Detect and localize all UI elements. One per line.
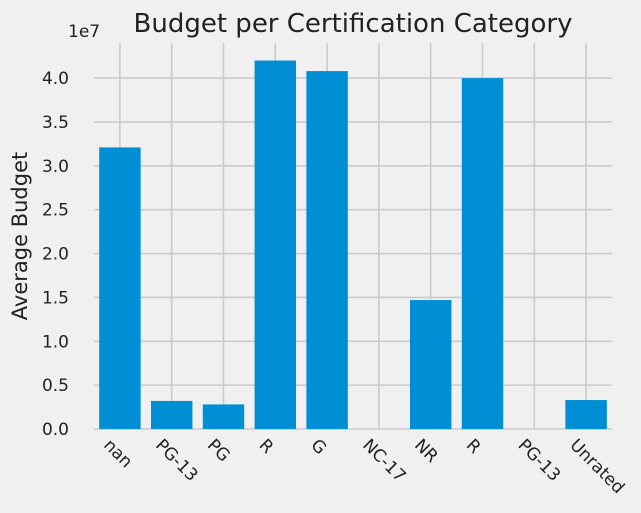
bar-1 xyxy=(150,400,193,429)
bar-0 xyxy=(99,147,141,430)
bars xyxy=(99,60,607,430)
y-tick-label: 3.5 xyxy=(42,113,69,133)
x-tick-label: PG-13 xyxy=(514,435,564,485)
bar-6 xyxy=(409,300,452,429)
y-tick-label: 1.0 xyxy=(42,332,69,352)
chart-title: Budget per Certification Category xyxy=(134,9,573,39)
y-tick-labels: 0.0 0.5 1.0 1.5 2.0 2.5 3.0 3.5 4.0 xyxy=(42,69,69,440)
y-axis-label: Average Budget xyxy=(8,152,32,320)
bar-2 xyxy=(202,404,245,429)
x-tick-label: PG xyxy=(203,435,234,466)
y-tick-label: 3.0 xyxy=(42,157,69,177)
y-tick-label: 0.5 xyxy=(42,376,69,396)
x-tick-label: nan xyxy=(99,435,136,472)
x-tick-label: PG-13 xyxy=(151,435,201,485)
y-tick-label: 0.0 xyxy=(42,420,69,440)
bar-4 xyxy=(306,71,348,429)
x-tick-label: R xyxy=(462,435,485,458)
bar-9 xyxy=(565,400,607,429)
x-tick-label: NC-17 xyxy=(358,435,409,486)
y-tick-label: 4.0 xyxy=(42,69,69,89)
bar-3 xyxy=(254,60,297,429)
y-offset-label: 1e7 xyxy=(68,22,100,42)
x-tick-label: R xyxy=(255,435,278,458)
y-tick-label: 1.5 xyxy=(42,288,69,308)
x-tick-label: Unrated xyxy=(566,435,629,498)
x-tick-label: G xyxy=(307,435,330,458)
x-tick-label: NR xyxy=(410,435,442,467)
y-tick-label: 2.0 xyxy=(42,245,69,265)
x-tick-labels: nan PG-13 PG R G NC-17 NR R PG-13 Unrated xyxy=(99,435,628,498)
bar-7 xyxy=(461,78,504,429)
grid-lines xyxy=(94,43,612,430)
y-tick-label: 2.5 xyxy=(42,201,69,221)
